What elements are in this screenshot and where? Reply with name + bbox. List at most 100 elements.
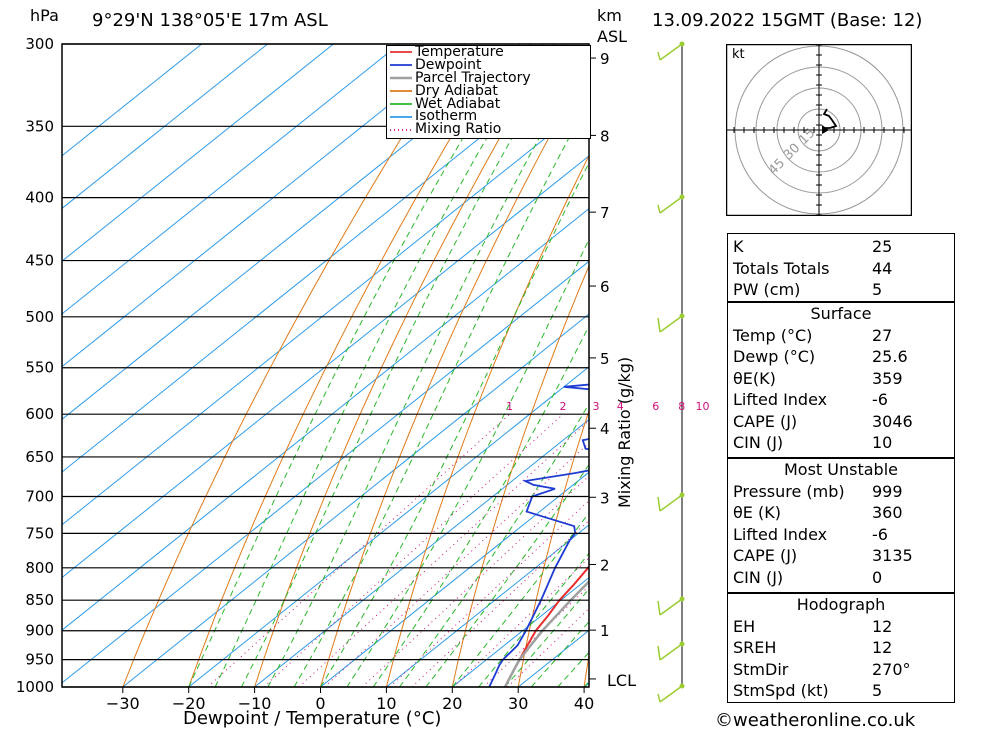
stat-value: -6 [872,524,888,544]
isotherm-line [62,49,589,473]
x-tick-label: 0 [315,694,325,713]
stat-row: Totals Totals 44 [728,258,954,280]
km-tick-label: 8 [600,127,610,145]
wind-barb-flag [657,693,661,703]
stat-row: EH 12 [728,616,954,638]
hodograph-table: Hodograph EH 12 SREH 12 StmDir 270° StmSpd (kt… [727,593,955,703]
x-tick-label: 40 [574,694,594,713]
wind-barb-flag [657,317,661,333]
stat-label: Lifted Index [733,524,828,544]
surface-title: Surface [810,304,872,323]
stat-row: CAPE (J) 3046 [728,411,954,433]
legend-label: Wet Adiabat [415,95,501,112]
indices-table: K 25 Totals Totals 44 PW (cm) 5 [727,233,955,302]
wet-adiabat-line [267,48,589,687]
km-tick-label: 3 [600,489,610,507]
mixing-ratio-line [361,475,589,687]
stat-value: -6 [872,390,888,409]
x-tick-label: 10 [376,694,396,713]
stat-row: CIN (J) 0 [728,567,954,589]
mixing-ratio-line [324,442,589,687]
legend-label: Mixing Ratio [415,121,502,138]
stat-label: Temp (°C) [733,325,813,345]
wet-adiabat-line [188,44,520,687]
x-tick-label: 30 [508,694,528,713]
stat-row: θE (K) 360 [728,502,954,524]
isotherm-line [62,44,268,210]
location-label: 9°29'N 138°05'E 17m ASL [92,10,328,31]
legend-item: Wet Adiabat [387,95,590,112]
km-tick-label: 1 [600,622,610,640]
pressure-tick-label: 900 [25,622,54,640]
stat-value: 5 [872,280,883,299]
legend-item: Dewpoint [387,56,590,73]
stat-label: EH [733,616,756,636]
wind-barb [659,196,683,214]
isotherm-line [451,576,589,687]
most-unstable-title: Most Unstable [784,460,898,479]
legend-swatch [390,128,412,131]
stat-label: θE (K) [733,503,781,522]
surface-table: Surface Temp (°C) 27 Dewp (°C) 25.6 θE(K) 359… [727,302,955,458]
temperature-profile-line [504,565,589,687]
stat-label: SREH [733,638,777,657]
stat-value: 0 [872,567,883,587]
km-tick-label: 7 [600,204,610,222]
wet-adiabat-line [425,463,589,687]
isotherm-line [62,102,589,526]
wind-barb [659,643,683,661]
wet-adiabat-line [293,99,589,687]
stat-label: Lifted Index [733,390,828,409]
stat-row: θE(K) 359 [728,368,954,390]
mixing-ratio-value-label: 8 [678,400,685,413]
plot-frame [61,43,590,688]
km-tick-label: 6 [600,278,610,296]
mixing-ratio-value-label: 3 [592,400,599,413]
pressure-tick-label: 700 [25,488,54,506]
wet-adiabat-line [372,324,589,687]
wind-barb [659,598,683,616]
hodograph-unit-label: kt [732,47,745,62]
legend-label: Dewpoint [415,56,482,73]
stat-value: 999 [872,481,903,501]
legend-swatch [390,90,412,93]
x-tick-label: −30 [106,694,140,713]
stat-value: 25 [872,237,893,256]
stat-value: 25.6 [872,347,908,366]
stat-row: Temp (°C) 27 [728,325,954,347]
stat-value: 27 [872,325,893,345]
wet-adiabat-line [399,402,589,687]
isotherm-line [62,44,400,315]
stat-row: Pressure (mb) 999 [728,481,954,503]
legend-item: Parcel Trajectory [387,71,590,85]
copyright-label: ©weatheronline.co.uk [715,710,916,731]
hodograph-trace [822,108,838,129]
pressure-tick-label: 300 [25,35,54,53]
pressure-tick-label: 950 [25,651,54,669]
wet-adiabat-line [346,238,589,687]
legend-label: Dry Adiabat [415,82,498,99]
stat-row: Dewp (°C) 25.6 [728,346,954,368]
x-tick-label: 20 [442,694,462,713]
pressure-tick-label: 550 [25,359,54,377]
km-tick-label: 4 [600,420,610,438]
stat-row: Lifted Index -6 [728,389,954,411]
datetime-label: 13.09.2022 15GMT (Base: 12) [652,10,923,31]
isotherm-line [386,524,589,687]
stat-label: Totals Totals [733,258,830,278]
stat-label: Dewp (°C) [733,347,816,366]
storm-motion-marker [822,125,829,134]
isotherm-line [62,44,466,368]
legend-item: Dry Adiabat [387,82,590,99]
stat-label: K [733,237,744,256]
x-tick-label: −20 [172,694,206,713]
stat-value: 10 [872,433,893,452]
mixing-ratio-value-label: 1 [506,400,513,413]
x-tick-label: −10 [238,694,272,713]
stat-label: θE(K) [733,368,776,388]
isotherm-line [254,418,589,687]
legend-swatch [390,51,412,54]
wind-barb-flag [657,496,661,512]
